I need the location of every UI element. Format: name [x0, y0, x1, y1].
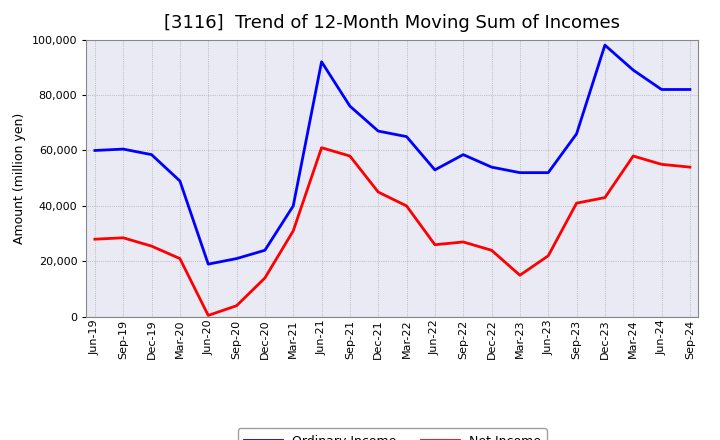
- Ordinary Income: [148, 152, 156, 157]
- Title: [3116]  Trend of 12-Month Moving Sum of Incomes: [3116] Trend of 12-Month Moving Sum of I…: [164, 15, 621, 33]
- Ordinary Income: [685, 87, 694, 92]
- Ordinary Income: [572, 131, 581, 136]
- Net Income: [600, 195, 609, 200]
- Ordinary Income: [487, 165, 496, 170]
- Ordinary Income: [374, 128, 382, 134]
- Net Income: [233, 303, 241, 308]
- Net Income: [629, 154, 637, 159]
- Ordinary Income: [176, 178, 184, 183]
- Ordinary Income: [204, 261, 212, 267]
- Ordinary Income: [402, 134, 411, 139]
- Net Income: [685, 165, 694, 170]
- Ordinary Income: [431, 167, 439, 172]
- Net Income: [318, 145, 326, 150]
- Line: Net Income: Net Income: [95, 148, 690, 315]
- Ordinary Income: [91, 148, 99, 153]
- Ordinary Income: [261, 248, 269, 253]
- Ordinary Income: [233, 256, 241, 261]
- Ordinary Income: [516, 170, 524, 175]
- Net Income: [431, 242, 439, 247]
- Net Income: [289, 228, 297, 234]
- Net Income: [204, 313, 212, 318]
- Net Income: [572, 201, 581, 206]
- Net Income: [402, 203, 411, 209]
- Ordinary Income: [544, 170, 552, 175]
- Net Income: [374, 189, 382, 194]
- Net Income: [459, 239, 467, 245]
- Ordinary Income: [459, 152, 467, 157]
- Net Income: [516, 272, 524, 278]
- Net Income: [91, 237, 99, 242]
- Net Income: [119, 235, 127, 240]
- Legend: Ordinary Income, Net Income: Ordinary Income, Net Income: [238, 429, 546, 440]
- Ordinary Income: [318, 59, 326, 64]
- Net Income: [148, 243, 156, 249]
- Net Income: [176, 256, 184, 261]
- Net Income: [487, 248, 496, 253]
- Ordinary Income: [629, 67, 637, 73]
- Net Income: [346, 154, 354, 159]
- Line: Ordinary Income: Ordinary Income: [95, 45, 690, 264]
- Ordinary Income: [657, 87, 666, 92]
- Net Income: [657, 161, 666, 167]
- Ordinary Income: [346, 103, 354, 109]
- Net Income: [544, 253, 552, 258]
- Ordinary Income: [600, 43, 609, 48]
- Ordinary Income: [289, 203, 297, 209]
- Y-axis label: Amount (million yen): Amount (million yen): [13, 113, 27, 244]
- Net Income: [261, 275, 269, 281]
- Ordinary Income: [119, 147, 127, 152]
